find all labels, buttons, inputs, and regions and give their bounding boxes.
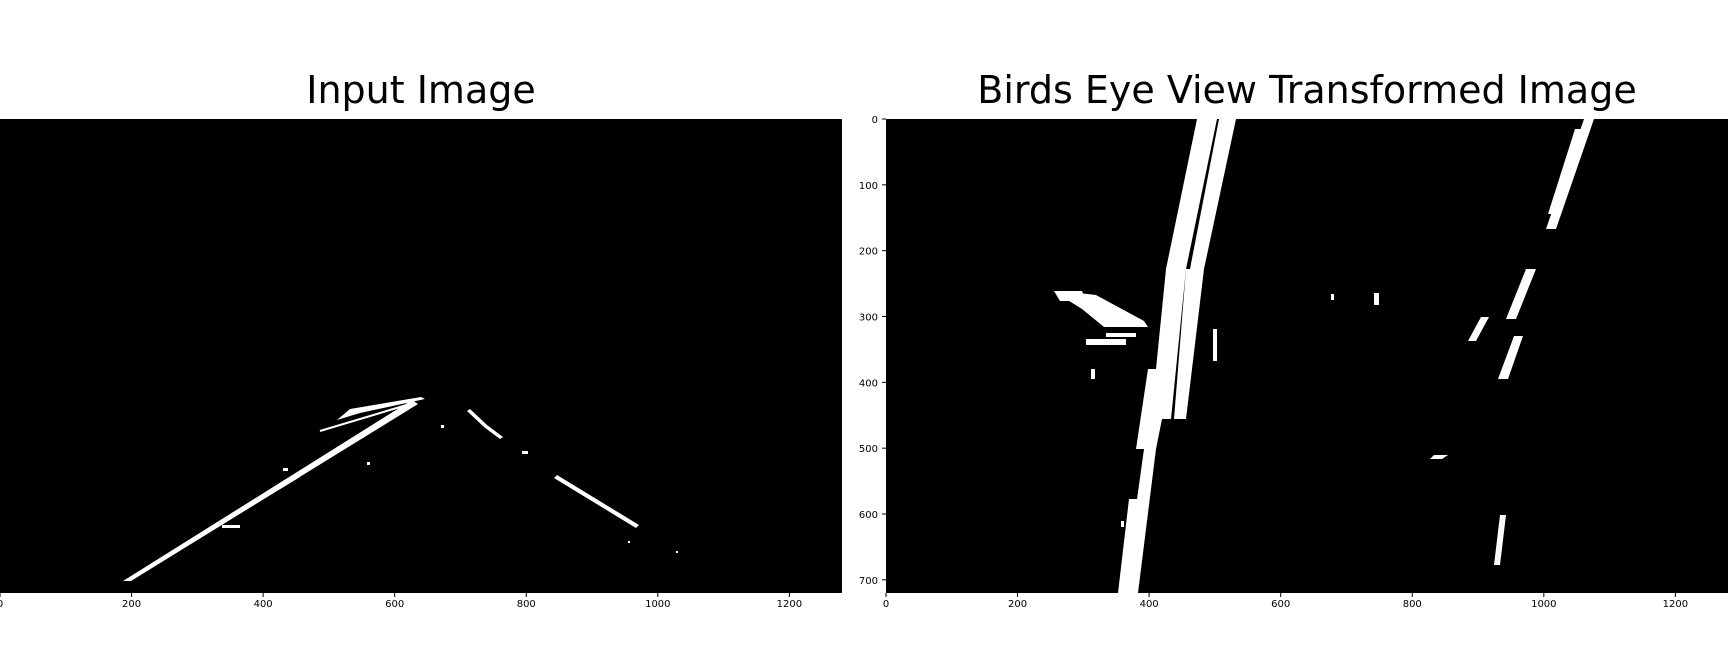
x-tick-label: 1000 xyxy=(645,599,670,610)
left-lane-line xyxy=(123,397,425,581)
birds-eye-image-canvas xyxy=(1054,119,1594,593)
right-lane-line xyxy=(441,409,678,553)
x-tick-label: 0 xyxy=(883,599,889,610)
y-tick-label: 600 xyxy=(859,510,878,521)
x-tick-label: 200 xyxy=(122,599,141,610)
left-panel-title: Input Image xyxy=(306,68,536,112)
x-tick-label: 0 xyxy=(0,599,3,610)
left-lane-line xyxy=(1054,119,1236,593)
input-image-panel xyxy=(0,119,842,593)
right-panel-title: Birds Eye View Transformed Image xyxy=(977,68,1637,112)
birds-eye-image-panel xyxy=(886,119,1728,593)
x-tick-label: 600 xyxy=(385,599,404,610)
input-image-canvas xyxy=(123,397,678,581)
x-tick-label: 1200 xyxy=(1663,599,1688,610)
x-tick-label: 800 xyxy=(1403,599,1422,610)
x-tick-label: 200 xyxy=(1008,599,1027,610)
right-lane-line xyxy=(1331,119,1594,565)
x-tick-label: 400 xyxy=(254,599,273,610)
x-tick-label: 800 xyxy=(517,599,536,610)
y-tick-label: 100 xyxy=(859,181,878,192)
x-tick-label: 1200 xyxy=(777,599,802,610)
y-tick-label: 500 xyxy=(859,444,878,455)
y-tick-label: 0 xyxy=(872,115,878,126)
y-tick-label: 700 xyxy=(859,576,878,587)
x-tick-label: 1000 xyxy=(1531,599,1556,610)
x-tick-label: 400 xyxy=(1140,599,1159,610)
y-tick-label: 200 xyxy=(859,247,878,258)
y-tick-label: 400 xyxy=(859,378,878,389)
x-tick-label: 600 xyxy=(1271,599,1290,610)
y-tick-label: 300 xyxy=(859,313,878,324)
